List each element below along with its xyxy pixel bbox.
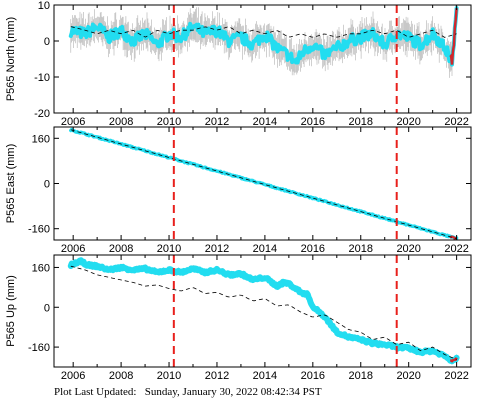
x-tick-label: 2022 (444, 116, 468, 128)
y-tick-label: 0 (44, 302, 50, 314)
x-tick-label: 2018 (349, 370, 373, 382)
x-tick-label: 2020 (396, 370, 420, 382)
x-tick-label: 2018 (349, 116, 373, 128)
recent-points (450, 357, 458, 363)
x-tick-label: 2014 (253, 370, 277, 382)
model-series (70, 265, 457, 360)
x-tick-label: 2012 (205, 370, 229, 382)
x-tick-label: 2006 (61, 243, 85, 255)
plot-area (68, 5, 459, 78)
panel-3: 2006 2008 2010 2012 2014 2016 2018 2020 2022 -160… (5, 254, 472, 382)
x-tick-label: 2008 (109, 116, 133, 128)
x-tick-label: 2020 (396, 116, 420, 128)
plot-area (69, 127, 459, 240)
y-tick-label: 10 (38, 0, 50, 12)
footer-datetime: Sunday, January 30, 2022 08:42:34 PST (144, 386, 322, 398)
y-tick-label: -10 (34, 72, 50, 84)
y-tick-label: -160 (28, 342, 50, 354)
y-tick-label: 0 (44, 36, 50, 48)
model-series (70, 26, 457, 38)
plot-area (67, 257, 460, 365)
plot-last-updated: Plot Last Updated: Sunday, January 30, 2… (54, 386, 322, 398)
x-tick-label: 2012 (205, 116, 229, 128)
x-tick-label: 2014 (253, 116, 277, 128)
y-tick-label: -20 (34, 108, 50, 120)
x-tick-label: 2008 (109, 243, 133, 255)
observed-series (68, 6, 459, 67)
x-tick-label: 2006 (61, 116, 85, 128)
plot-frame (53, 4, 472, 114)
footer-label: Plot Last Updated: (54, 386, 137, 398)
y-tick-label: 0 (44, 179, 50, 191)
x-tick-label: 2006 (61, 370, 85, 382)
y-axis-label: P565 North (mm) (5, 17, 17, 101)
y-axis-label: P565 East (mm) (5, 144, 17, 223)
x-tick-label: 2010 (157, 243, 181, 255)
x-tick-label: 2008 (109, 370, 133, 382)
x-tick-label: 2010 (157, 370, 181, 382)
x-tick-label: 2016 (301, 243, 325, 255)
x-tick-label: 2022 (444, 370, 468, 382)
observed-series (69, 127, 459, 240)
y-tick-label: -160 (28, 224, 50, 236)
recent-points (449, 8, 458, 65)
y-tick-label: 160 (32, 262, 50, 274)
x-tick-label: 2016 (301, 370, 325, 382)
x-tick-label: 2020 (396, 243, 420, 255)
panel-2: 2006 2008 2010 2012 2014 2016 2018 2020 2022 -160… (5, 126, 472, 255)
x-tick-label: 2010 (157, 116, 181, 128)
x-tick-label: 2012 (205, 243, 229, 255)
panel-1: 2006 2008 2010 2012 2014 2016 2018 2020 2022 -20 -… (5, 0, 472, 128)
observed-series (67, 257, 460, 365)
x-tick-label: 2018 (349, 243, 373, 255)
plot-frame (53, 254, 472, 368)
x-tick-label: 2014 (253, 243, 277, 255)
model-series (70, 129, 457, 239)
y-axis-label: P565 Up (mm) (5, 275, 17, 347)
x-tick-label: 2016 (301, 116, 325, 128)
y-tick-label: 160 (32, 133, 50, 145)
x-tick-label: 2022 (444, 243, 468, 255)
